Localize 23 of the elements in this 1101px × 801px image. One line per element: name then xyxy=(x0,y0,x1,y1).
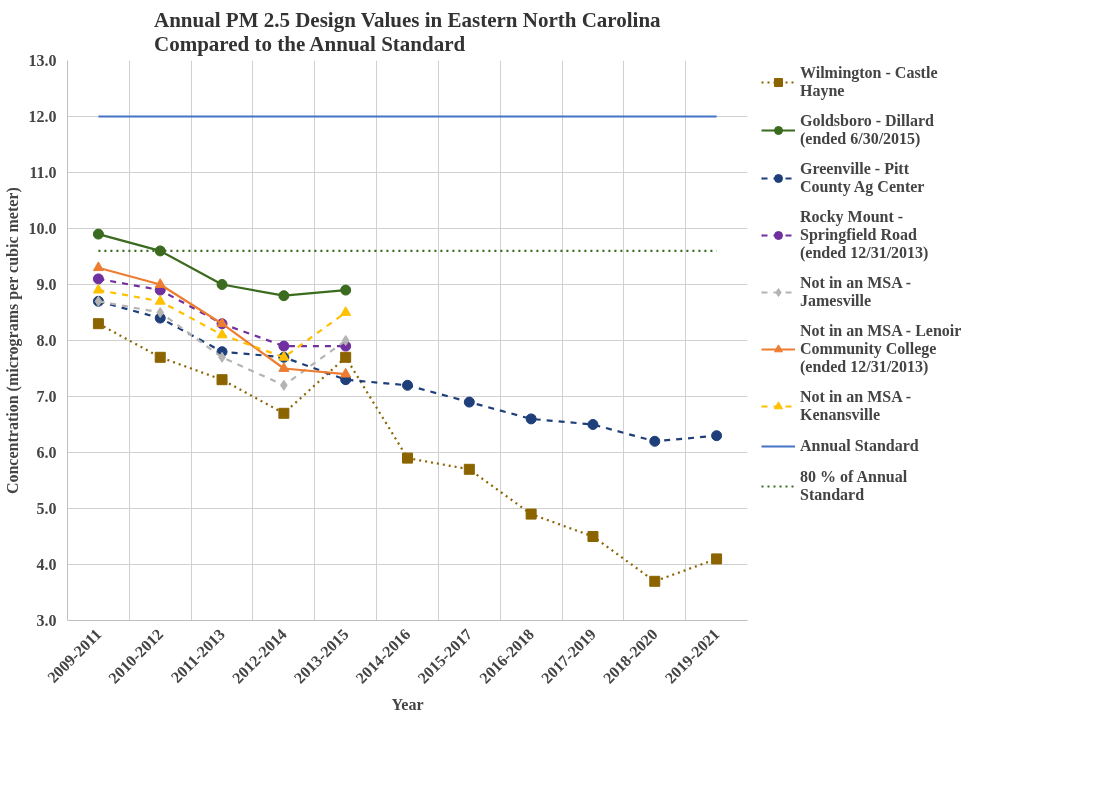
x-axis-title: Year xyxy=(391,696,424,714)
legend-label: Annual Standard xyxy=(800,437,919,455)
y-tick-label: 10.0 xyxy=(28,220,57,237)
legend-label: Wilmington - Castle Hayne xyxy=(800,64,938,100)
y-tick-label: 11.0 xyxy=(29,164,57,181)
y-tick-label: 13.0 xyxy=(28,52,57,69)
legend-label: 80 % of Annual Standard xyxy=(800,468,908,504)
legend-label: Greenville - Pitt County Ag Center xyxy=(800,160,925,196)
y-tick-label: 9.0 xyxy=(36,276,57,293)
y-tick-label: 8.0 xyxy=(36,332,57,349)
legend-label: Not in an MSA - Jamesville xyxy=(800,274,912,310)
legend-label: Rocky Mount - Springfield Road (ended 12/31/2013) xyxy=(800,208,929,262)
y-tick-label: 7.0 xyxy=(36,388,57,405)
y-tick-label: 12.0 xyxy=(28,108,57,125)
legend-label: Not in an MSA - Lenoir Community College (ended 12/31/2013) xyxy=(800,322,962,376)
legend-label: Not in an MSA - Kenansville xyxy=(800,388,912,424)
y-tick-label: 6.0 xyxy=(36,444,57,461)
y-axis-title: Concentration (micrograms per cubic meter) xyxy=(3,187,22,495)
legend-label: Goldsboro - Dillard (ended 6/30/2015) xyxy=(800,112,934,148)
y-tick-label: 5.0 xyxy=(36,500,57,517)
y-tick-label: 4.0 xyxy=(36,556,57,573)
y-tick-label: 3.0 xyxy=(36,612,57,629)
chart-title: Annual PM 2.5 Design Values in Eastern North Carolina Compared to the Annual Standard xyxy=(154,7,662,56)
